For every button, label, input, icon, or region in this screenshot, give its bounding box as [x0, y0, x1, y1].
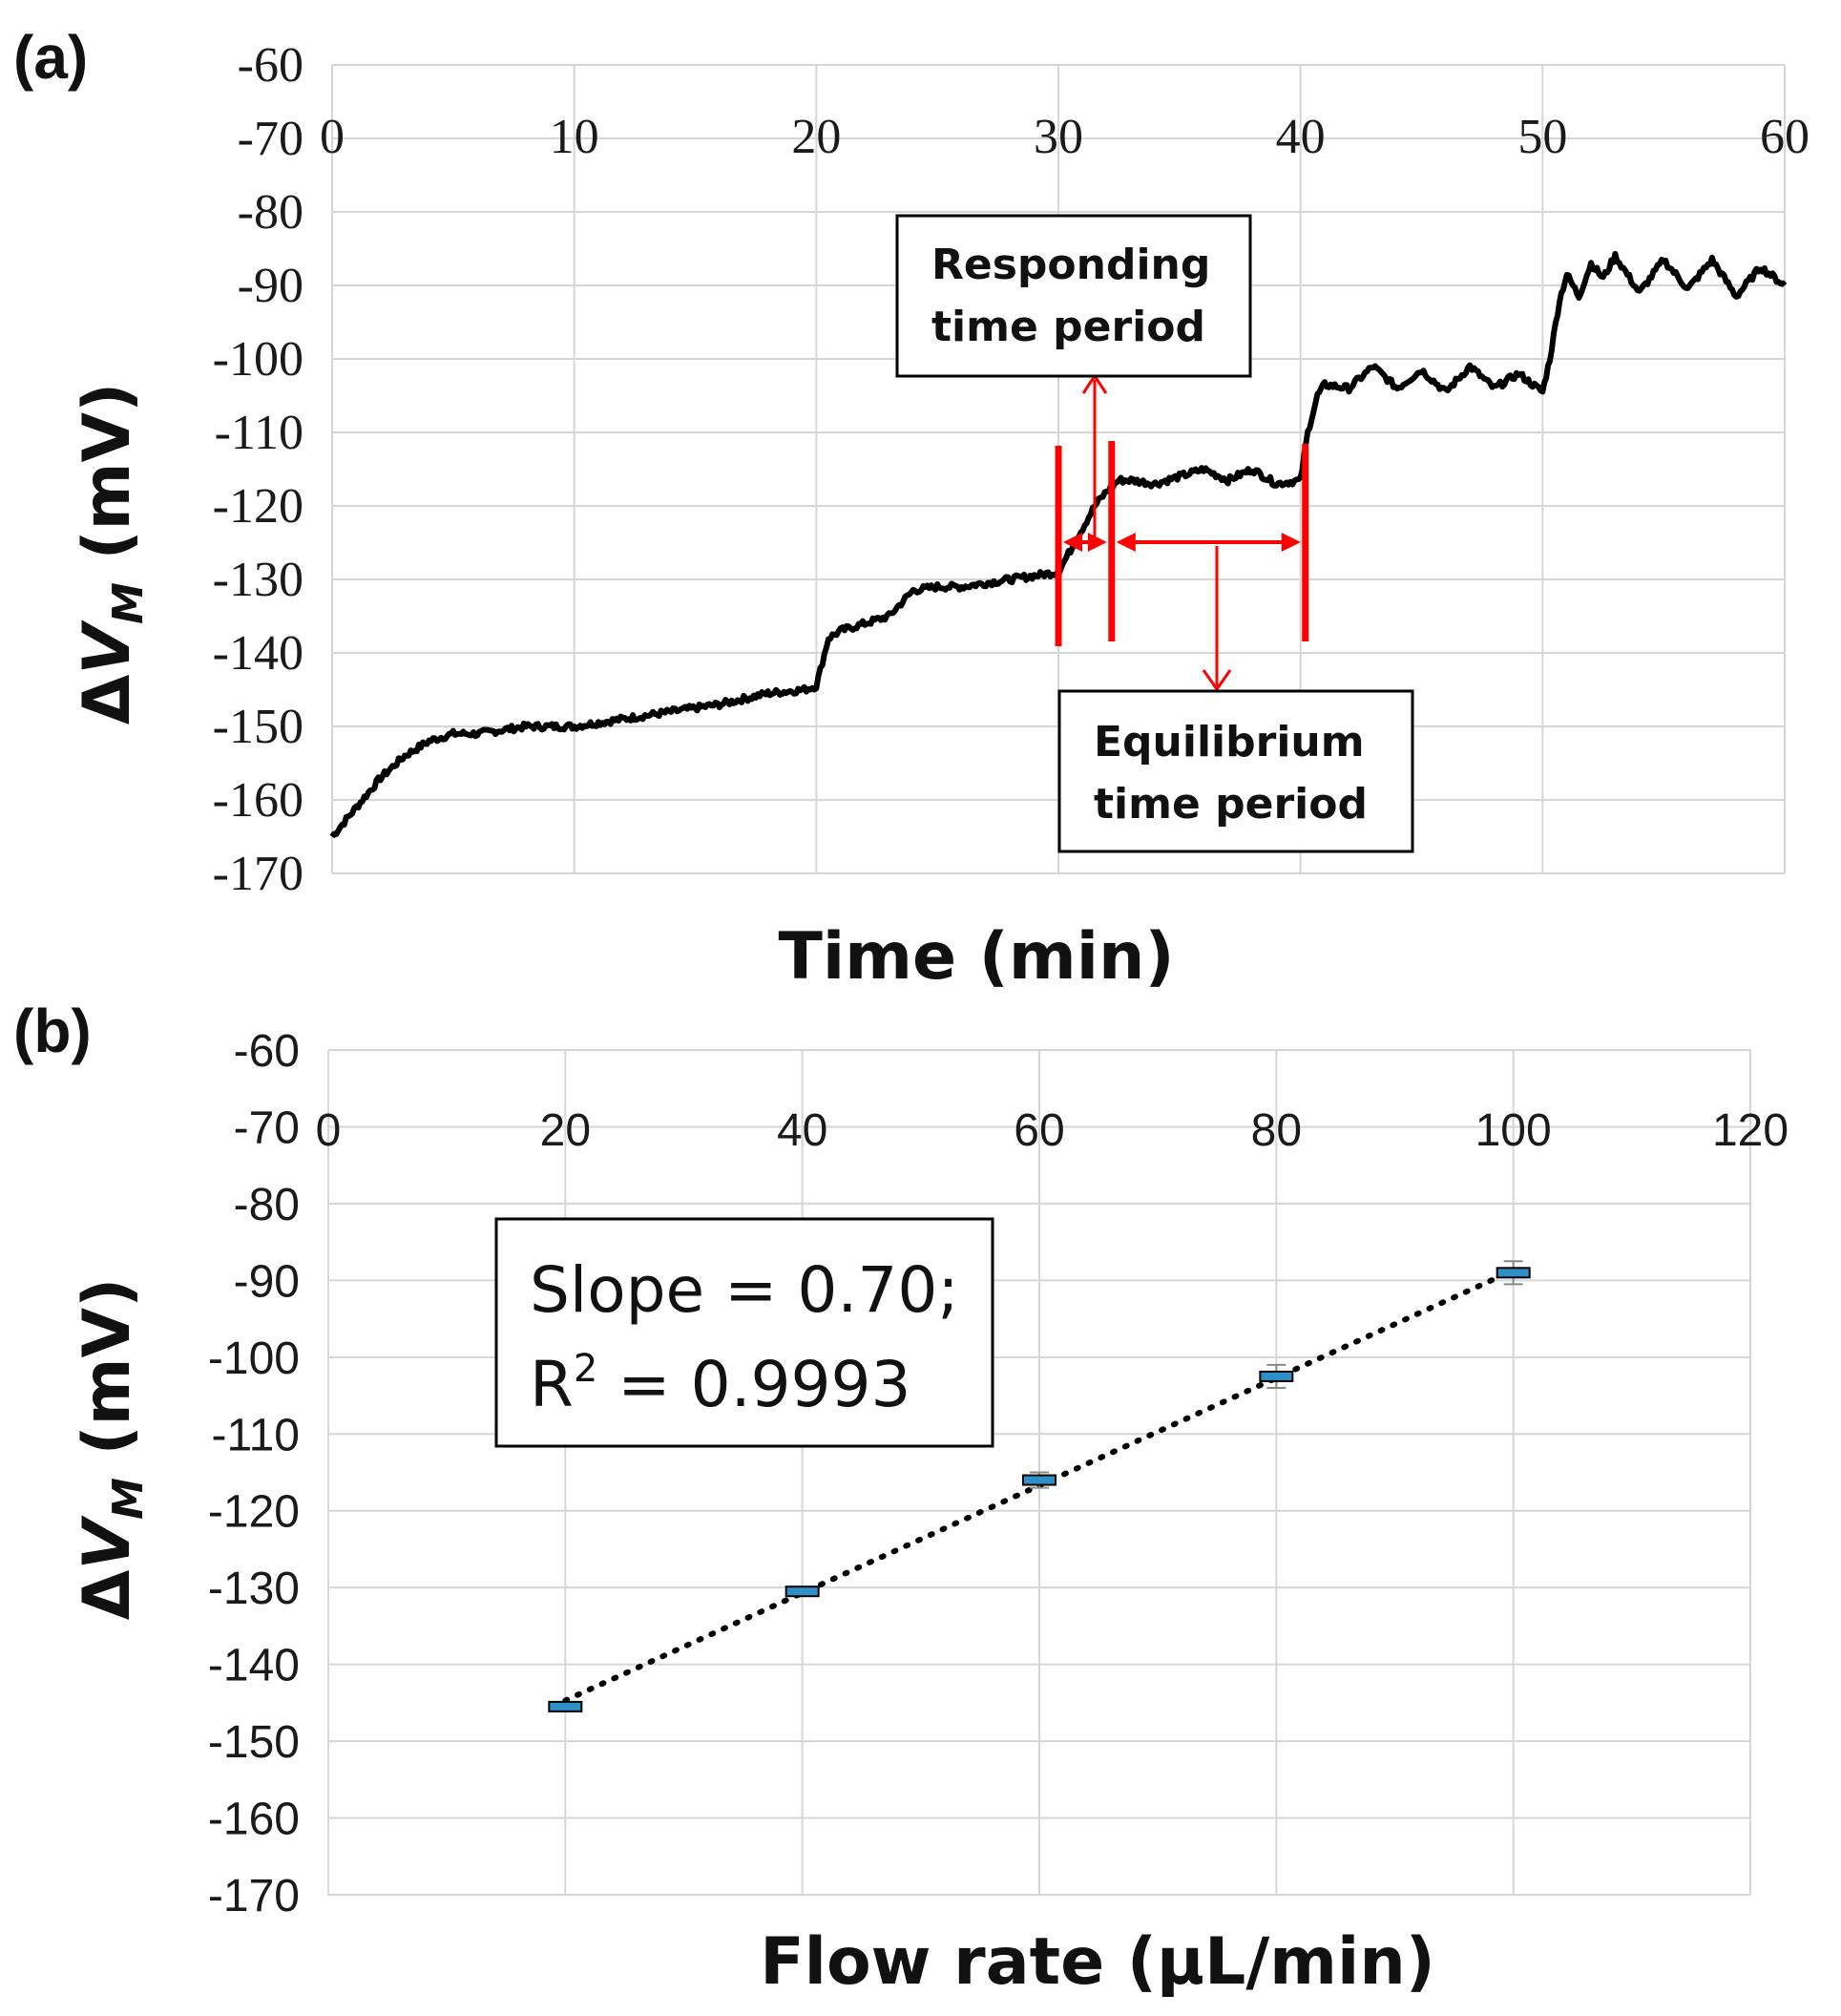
panel-b-y-tick-label: -120 [208, 1487, 300, 1538]
panel-a-y-tick-label: -170 [213, 847, 303, 901]
panel-a-y-tick-label: -70 [238, 112, 303, 166]
equilibrium-label-box: Equilibrium time period [1057, 689, 1414, 853]
panel-a-y-tick-label: -150 [213, 700, 303, 754]
equilibrium-callout-arrowhead [1202, 669, 1232, 692]
data-point [1259, 1370, 1294, 1382]
panel-b-y-tick-label: -100 [208, 1334, 300, 1384]
panel-b-x-ticks: 0 20 40 60 80 100 120 [316, 1105, 1789, 1156]
panel-b-grid [327, 1049, 1751, 1896]
equilibrium-label-line2: time period [1094, 780, 1368, 829]
panel-a-x-tick-label: 30 [1034, 110, 1083, 164]
panel-b-x-tick-label: 60 [1014, 1105, 1064, 1156]
panel-a-x-tick-label: 10 [550, 110, 599, 164]
panel-a-x-tick-label: 40 [1276, 110, 1326, 164]
panel-a-y-tick-label: -140 [213, 626, 303, 681]
panel-a-x-tick-label: 50 [1517, 110, 1567, 164]
panel-a-y-tick-label: -90 [238, 259, 303, 313]
equilibrium-label-line1: Equilibrium [1094, 718, 1365, 766]
panel-a-x-tick-label: 0 [320, 110, 345, 164]
panel-b-x-tick-label: 20 [540, 1105, 591, 1156]
panel-b-y-tick-label: -170 [208, 1871, 300, 1922]
panel-b-y-tick-label: -130 [208, 1564, 300, 1614]
data-point [548, 1700, 583, 1712]
data-point [1496, 1267, 1531, 1279]
responding-arrowhead-right [1087, 533, 1107, 552]
panel-a-y-tick-label: -60 [238, 38, 303, 93]
panel-b-scatter-chart: (b) -60 -70 -80 -90 -100 -110 -120 -130 -140 -150… [13, 997, 1789, 2000]
panel-a-y-tick-label: -80 [238, 185, 303, 240]
panel-b-x-tick-label: 100 [1475, 1105, 1552, 1156]
slope-text: Slope = 0.70; [530, 1253, 959, 1327]
panel-a-y-axis-title: ΔVM (mV) [70, 383, 153, 724]
panel-b-y-tick-label: -80 [234, 1180, 300, 1230]
panel-a-y-tick-label: -160 [213, 773, 303, 828]
panel-a-y-tick-label: -100 [213, 332, 303, 387]
panel-a-x-axis-title: Time (min) [778, 919, 1174, 995]
panel-b-y-tick-label: -140 [208, 1641, 300, 1691]
panel-a-y-tick-label: -130 [213, 553, 303, 607]
responding-label-line1: Responding [931, 241, 1210, 289]
stats-box: Slope = 0.70; R2 = 0.9993 [494, 1217, 994, 1448]
responding-arrowhead-left [1063, 533, 1082, 552]
panel-b-y-tick-label: -110 [211, 1410, 300, 1460]
panel-b-x-axis-title: Flow rate (μL/min) [760, 1924, 1435, 2000]
panel-a-x-ticks: 0 10 20 30 40 50 60 [320, 110, 1810, 164]
panel-b-y-tick-label: -160 [208, 1795, 300, 1845]
data-point [785, 1586, 820, 1598]
panel-b-y-tick-label: -150 [208, 1717, 300, 1768]
responding-label-box: Responding time period [895, 214, 1252, 378]
panel-b-x-tick-label: 80 [1251, 1105, 1302, 1156]
panel-b-x-tick-label: 40 [777, 1105, 827, 1156]
panel-b-y-tick-label: -90 [234, 1256, 300, 1307]
panel-b-x-tick-label: 120 [1712, 1105, 1789, 1156]
responding-label-line2: time period [931, 303, 1205, 351]
panel-b-points [548, 1260, 1531, 1712]
panel-b-y-ticks: -60 -70 -80 -90 -100 -110 -120 -130 -140 -150 -160… [208, 1026, 300, 1922]
panel-a-line-chart: (a) -60 -70 -80 -90 -100 -110 -120 -130 -140 -150… [13, 23, 1810, 995]
panel-a-annotations [1055, 373, 1309, 692]
panel-a-label: (a) [13, 23, 88, 92]
panel-b-x-tick-label: 0 [316, 1105, 342, 1156]
panel-b-y-axis-title: ΔVM (mV) [70, 1278, 153, 1620]
panel-a-x-tick-label: 60 [1760, 110, 1810, 164]
panel-a-x-tick-label: 20 [791, 110, 841, 164]
panel-a-y-ticks: -60 -70 -80 -90 -100 -110 -120 -130 -140 -150 -160… [213, 38, 303, 901]
equilibrium-arrowhead-right [1281, 533, 1301, 552]
panel-b-y-tick-label: -60 [234, 1026, 300, 1077]
panel-a-y-tick-label: -120 [213, 479, 303, 534]
equilibrium-arrowhead-left [1116, 533, 1136, 552]
r2-text: R2 = 0.9993 [530, 1347, 911, 1421]
panel-b-y-tick-label: -70 [234, 1102, 300, 1153]
data-point [1022, 1474, 1056, 1486]
panel-b-label: (b) [13, 997, 92, 1065]
panel-a-y-tick-label: -110 [215, 406, 303, 460]
